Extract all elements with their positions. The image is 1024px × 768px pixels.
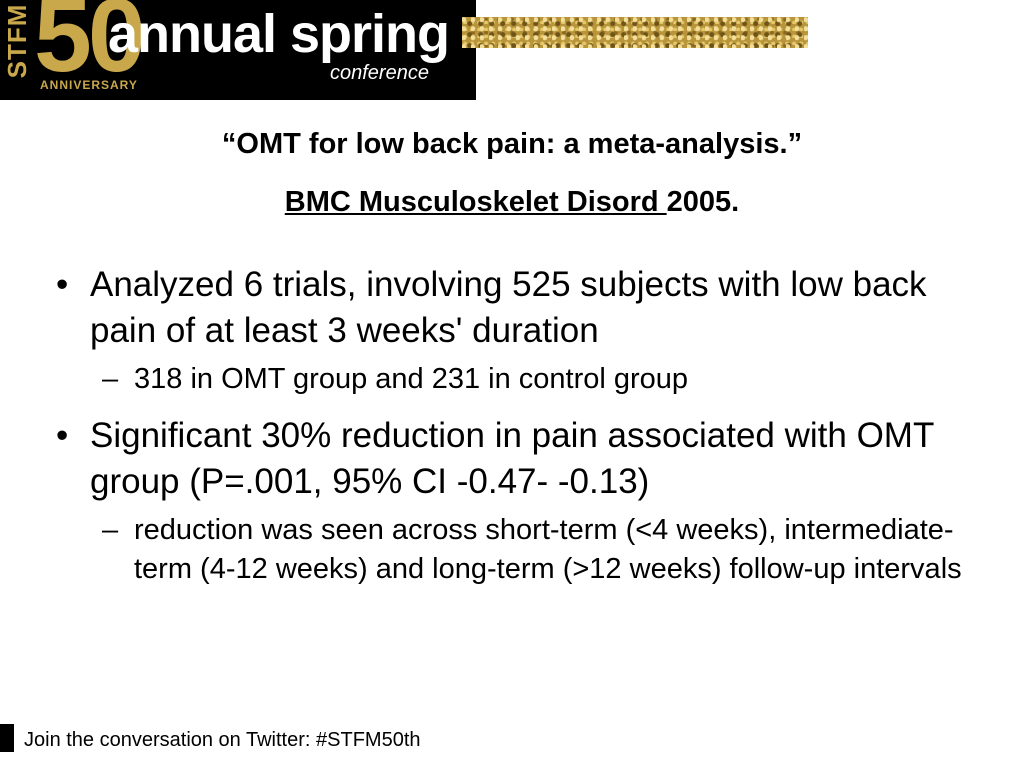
sub-bullet-item: – 318 in OMT group and 231 in control gr… — [0, 360, 1024, 399]
citation-line: BMC Musculoskelet Disord 2005. — [0, 185, 1024, 219]
journal-name: BMC Musculoskelet Disord — [284, 186, 667, 218]
bullet-marker: • — [56, 265, 69, 304]
bullet-text: Analyzed 6 trials, involving 525 subject… — [90, 265, 927, 350]
bullet-item: • Significant 30% reduction in pain asso… — [0, 413, 1024, 505]
dash-marker: – — [102, 363, 119, 395]
footer-marker — [0, 724, 14, 752]
bullet-text: Significant 30% reduction in pain associ… — [90, 416, 934, 501]
gold-glitter-strip — [462, 17, 808, 48]
sub-bullet-text: reduction was seen across short-term (<4… — [134, 514, 962, 585]
stfm-logo-text: STFM — [2, 3, 32, 79]
bullet-marker: • — [56, 416, 69, 455]
bullet-list: • Analyzed 6 trials, involving 525 subje… — [0, 262, 1024, 589]
annual-spring-heading: annual spring — [108, 4, 450, 64]
fifty-logo-numeral: 50 — [34, 0, 146, 94]
sub-bullet-item: – reduction was seen across short-term (… — [0, 511, 1024, 589]
dash-marker: – — [102, 514, 119, 546]
conference-banner: STFM 50 ANNIVERSARY annual spring confer… — [0, 0, 476, 100]
bullet-item: • Analyzed 6 trials, involving 525 subje… — [0, 262, 1024, 354]
anniversary-label: ANNIVERSARY — [40, 78, 138, 92]
sub-bullet-text: 318 in OMT group and 231 in control grou… — [134, 363, 689, 395]
conference-subheading: conference — [330, 62, 429, 84]
footer-twitter-note: Join the conversation on Twitter: #STFM5… — [24, 729, 421, 751]
slide-title: “OMT for low back pain: a meta-analysis.… — [221, 128, 803, 160]
publication-year: 2005. — [666, 186, 740, 218]
